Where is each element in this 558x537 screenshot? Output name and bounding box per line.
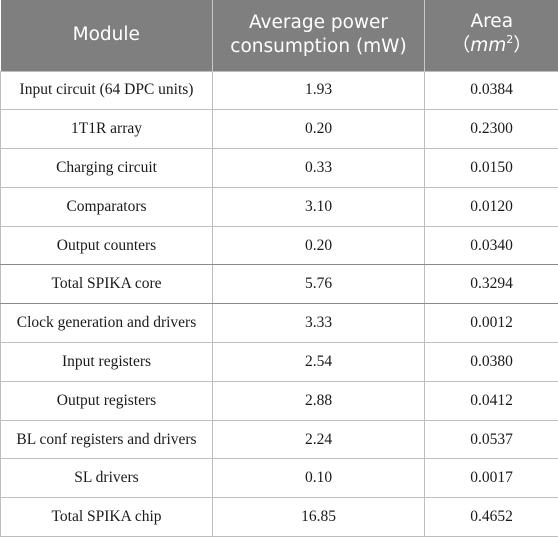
cell-power: 2.24 bbox=[213, 420, 425, 459]
cell-power: 0.33 bbox=[213, 149, 425, 188]
cell-module: Output registers bbox=[1, 381, 213, 420]
cell-power: 2.88 bbox=[213, 381, 425, 420]
cell-module: Total SPIKA chip bbox=[1, 498, 213, 537]
header-area-unit-exponent: 2 bbox=[506, 33, 513, 46]
cell-area: 0.2300 bbox=[425, 110, 558, 149]
cell-area: 0.0380 bbox=[425, 343, 558, 382]
cell-module: BL conf registers and drivers bbox=[1, 420, 213, 459]
cell-area: 0.4652 bbox=[425, 498, 558, 537]
cell-power: 0.20 bbox=[213, 226, 425, 265]
header-module: Module bbox=[1, 0, 213, 71]
cell-area: 0.0012 bbox=[425, 304, 558, 343]
cell-module: Comparators bbox=[1, 187, 213, 226]
cell-area: 0.0412 bbox=[425, 381, 558, 420]
cell-area: 0.0384 bbox=[425, 71, 558, 110]
cell-power: 5.76 bbox=[213, 265, 425, 304]
cell-power: 3.10 bbox=[213, 187, 425, 226]
cell-module: Input registers bbox=[1, 343, 213, 382]
header-power: Average power consumption (mW) bbox=[213, 0, 425, 71]
cell-module: Charging circuit bbox=[1, 149, 213, 188]
header-area-unit: mm bbox=[470, 35, 506, 56]
cell-module: Clock generation and drivers bbox=[1, 304, 213, 343]
cell-module: Output counters bbox=[1, 226, 213, 265]
table-header: Module Average power consumption (mW) Ar… bbox=[1, 0, 558, 71]
cell-module: SL drivers bbox=[1, 459, 213, 498]
cell-power: 0.10 bbox=[213, 459, 425, 498]
cell-module: Input circuit (64 DPC units) bbox=[1, 71, 213, 110]
cell-power: 3.33 bbox=[213, 304, 425, 343]
cell-power: 1.93 bbox=[213, 71, 425, 110]
cell-module: 1T1R array bbox=[1, 110, 213, 149]
header-area: Area（mm2） bbox=[425, 0, 558, 71]
cell-module: Total SPIKA core bbox=[1, 265, 213, 304]
header-row: Module Average power consumption (mW) Ar… bbox=[1, 0, 558, 71]
cell-power: 2.54 bbox=[213, 343, 425, 382]
cell-area: 0.0340 bbox=[425, 226, 558, 265]
cell-power: 16.85 bbox=[213, 498, 425, 537]
cell-area: 0.0017 bbox=[425, 459, 558, 498]
cell-area: 0.0120 bbox=[425, 187, 558, 226]
cell-area: 0.3294 bbox=[425, 265, 558, 304]
cell-area: 0.0537 bbox=[425, 420, 558, 459]
header-area-label: Area bbox=[470, 11, 513, 32]
cell-area: 0.0150 bbox=[425, 149, 558, 188]
cell-power: 0.20 bbox=[213, 110, 425, 149]
